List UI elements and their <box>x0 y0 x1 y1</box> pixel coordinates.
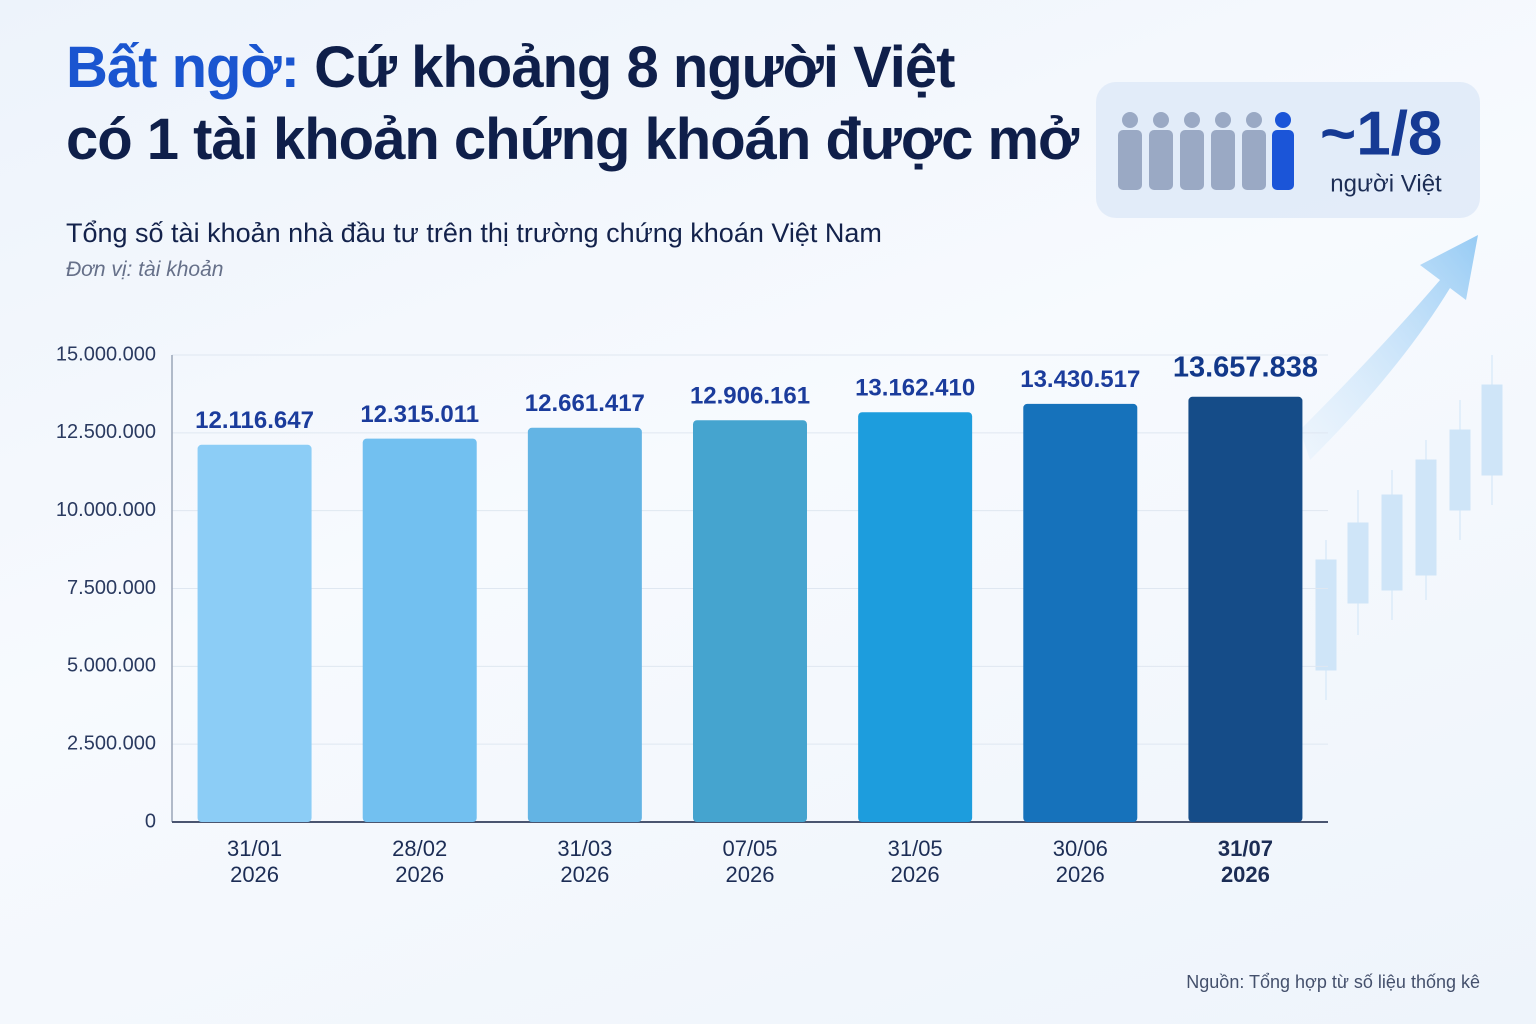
y-tick-label: 12.500.000 <box>56 421 156 443</box>
title-line1: Bất ngờ: Cứ khoảng 8 người Việt <box>66 34 955 101</box>
value-label: 12.116.647 <box>195 407 314 434</box>
value-label: 13.657.838 <box>1173 351 1318 383</box>
bar <box>197 444 312 822</box>
value-label: 13.430.517 <box>1020 366 1140 393</box>
bar <box>527 427 642 822</box>
x-tick-label: 28/02 2026 <box>392 836 448 887</box>
value-label: 13.162.410 <box>855 375 975 402</box>
bar <box>858 412 973 822</box>
bar <box>1188 396 1303 822</box>
y-tick-label: 15.000.000 <box>56 343 156 365</box>
y-tick-label: 10.000.000 <box>56 499 156 521</box>
value-label: 12.315.011 <box>360 401 479 428</box>
x-tick-label: 31/07 2026 <box>1217 836 1273 887</box>
badge-label: người Việt <box>1330 170 1442 197</box>
bar <box>1023 403 1138 822</box>
value-label: 12.661.417 <box>525 390 645 417</box>
value-label: 12.906.161 <box>690 383 810 410</box>
badge-value: ~1/8 <box>1320 99 1442 168</box>
x-tick-label: 31/03 2026 <box>557 836 613 887</box>
unit: Đơn vị: tài khoản <box>66 258 224 281</box>
x-tick-label: 07/05 2026 <box>722 836 778 887</box>
bar <box>362 438 477 822</box>
x-tick-label: 31/05 2026 <box>887 836 943 887</box>
x-tick-label: 30/06 2026 <box>1052 836 1108 887</box>
y-tick-label: 5.000.000 <box>67 655 156 677</box>
subtitle: Tổng số tài khoản nhà đầu tư trên thị tr… <box>66 218 882 248</box>
people-icons <box>1118 112 1294 190</box>
bar <box>693 420 807 822</box>
title-line2: có 1 tài khoản chứng khoán được mở <box>66 107 1079 172</box>
source: Nguồn: Tổng hợp từ số liệu thống kê <box>1186 972 1480 992</box>
decor-candles <box>1315 355 1503 700</box>
y-tick-label: 2.500.000 <box>67 732 156 754</box>
decor-arrow <box>1300 235 1478 460</box>
title-highlight: Bất ngờ: <box>66 35 300 100</box>
x-tick-label: 31/01 2026 <box>227 836 283 887</box>
y-tick-label: 7.500.000 <box>67 577 156 599</box>
y-tick-label: 0 <box>145 810 156 832</box>
title-text: Cứ khoảng 8 người Việt <box>314 35 955 100</box>
